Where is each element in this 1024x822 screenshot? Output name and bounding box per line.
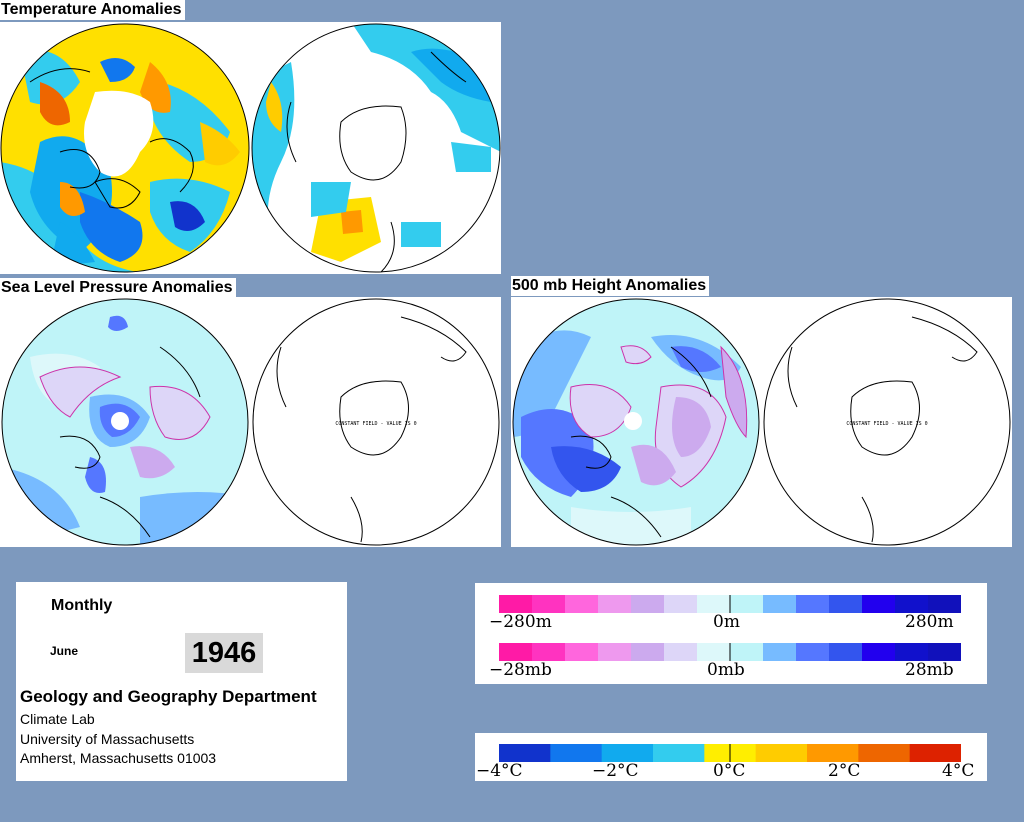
height-globe-north — [512, 298, 760, 546]
pressure-bar-swatch — [895, 643, 929, 661]
pressure-max-label: 28mb — [905, 660, 954, 680]
height-min-label: −280m — [489, 612, 552, 632]
temp-label-minus2: −2°C — [592, 761, 639, 781]
height-bar-swatch — [829, 595, 863, 613]
pressure-bar-swatch — [598, 643, 632, 661]
height-bar-swatch — [598, 595, 632, 613]
pressure-bar-swatch — [532, 643, 566, 661]
department-label: Geology and Geography Department — [20, 687, 317, 706]
pressure-min-label: −28mb — [489, 660, 552, 680]
height-color-bar — [499, 595, 961, 613]
height-title: 500 mb Height Anomalies — [511, 276, 710, 296]
month-label: June — [50, 644, 79, 658]
height-max-label: 280m — [905, 612, 954, 632]
temperature-bar-swatch — [601, 744, 654, 762]
temperature-bar-swatch — [807, 744, 859, 762]
year-label: 1946 — [185, 633, 263, 673]
pressure-bar-swatch — [928, 643, 961, 661]
height-bar-swatch — [895, 595, 929, 613]
pressure-bar-swatch — [730, 643, 764, 661]
temperature-bar-swatch — [755, 744, 808, 762]
pressure-bar-swatch — [862, 643, 896, 661]
slp-globe-north — [1, 298, 249, 546]
pressure-bar-swatch — [829, 643, 863, 661]
height-bar-swatch — [532, 595, 566, 613]
university-label: University of Massachusetts — [20, 731, 195, 747]
temperature-globe-south — [251, 23, 501, 273]
temp-label-4: 4°C — [942, 761, 975, 781]
temperature-color-bar — [499, 744, 961, 762]
temperature-title: Temperature Anomalies — [0, 0, 185, 20]
lab-label: Climate Lab — [20, 711, 95, 727]
height-constant-field-label: CONSTANT FIELD - VALUE IS 0 — [846, 421, 927, 427]
height-bar-swatch — [664, 595, 698, 613]
pressure-bar-swatch — [763, 643, 797, 661]
pressure-color-bar — [499, 643, 961, 661]
height-bar-swatch — [730, 595, 764, 613]
pressure-bar-swatch — [565, 643, 599, 661]
height-bar-swatch — [499, 595, 533, 613]
height-bar-swatch — [862, 595, 896, 613]
height-bar-swatch — [565, 595, 599, 613]
temperature-map-panel — [0, 22, 501, 274]
temperature-bar-swatch — [499, 744, 551, 762]
temperature-legend: −4°C −2°C 0°C 2°C 4°C — [475, 733, 987, 781]
height-bar-swatch — [697, 595, 731, 613]
temperature-bar-swatch — [858, 744, 911, 762]
temperature-bar-swatch — [909, 744, 961, 762]
period-label: Monthly — [51, 597, 113, 614]
slp-title: Sea Level Pressure Anomalies — [0, 278, 236, 298]
anomaly-legend: −280m 0m 280m −28mb 0mb 28mb — [475, 583, 987, 684]
height-mid-label: 0m — [713, 612, 740, 632]
temp-label-2: 2°C — [828, 761, 861, 781]
height-bar-swatch — [763, 595, 797, 613]
info-panel: Monthly June 1946 Geology and Geography … — [16, 582, 347, 781]
slp-globe-south: CONSTANT FIELD - VALUE IS 0 — [252, 298, 500, 546]
height-bar-swatch — [928, 595, 961, 613]
slp-constant-field-label: CONSTANT FIELD - VALUE IS 0 — [335, 421, 416, 427]
height-bar-swatch — [631, 595, 665, 613]
pressure-bar-swatch — [499, 643, 533, 661]
height-map-panel: CONSTANT FIELD - VALUE IS 0 — [511, 297, 1012, 547]
address-label: Amherst, Massachusetts 01003 — [20, 750, 217, 766]
height-bar-swatch — [796, 595, 830, 613]
temperature-globe-north — [0, 23, 250, 273]
slp-map-panel: CONSTANT FIELD - VALUE IS 0 — [0, 297, 501, 547]
temp-label-minus4: −4°C — [476, 761, 523, 781]
height-globe-south: CONSTANT FIELD - VALUE IS 0 — [763, 298, 1011, 546]
temp-label-0: 0°C — [713, 761, 746, 781]
pressure-mid-label: 0mb — [707, 660, 745, 680]
temperature-bar-swatch — [550, 744, 603, 762]
pressure-bar-swatch — [664, 643, 698, 661]
temperature-bar-swatch — [653, 744, 705, 762]
pressure-bar-swatch — [697, 643, 731, 661]
pressure-bar-swatch — [796, 643, 830, 661]
pressure-bar-swatch — [631, 643, 665, 661]
